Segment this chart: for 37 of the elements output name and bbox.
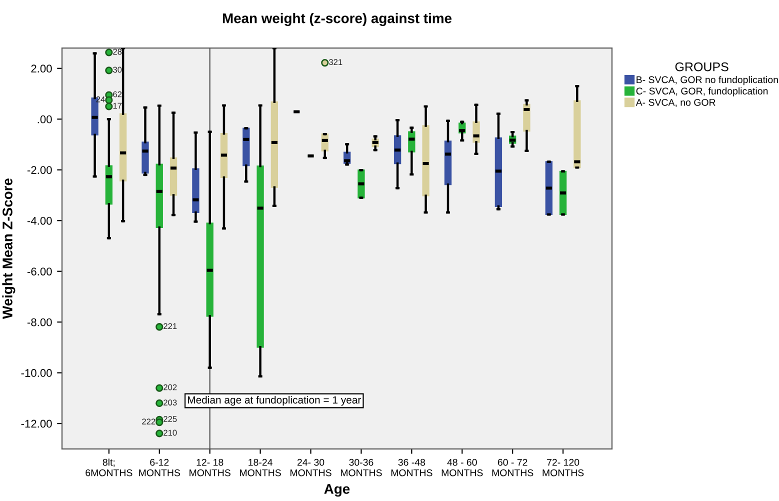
x-tick-label: 8lt; 6MONTHS bbox=[86, 458, 132, 476]
y-tick-label: -8.00 bbox=[27, 318, 52, 326]
annotation: 17 bbox=[113, 102, 122, 109]
x-tick-label: 48 - 60 MONTHS bbox=[442, 458, 483, 476]
legend-label: A- SVCA, no GOR bbox=[636, 98, 716, 107]
annotation: 28 bbox=[113, 48, 122, 55]
annotation: 222 bbox=[142, 418, 156, 424]
annotation: 202 bbox=[164, 384, 177, 390]
y-tick-label: .00 bbox=[38, 115, 52, 124]
x-axis-title: Age bbox=[324, 484, 350, 497]
y-axis-title: Weight Mean Z-Score bbox=[2, 178, 16, 319]
y-tick-label: -4.00 bbox=[27, 216, 52, 225]
x-tick-label: 6-12 MONTHS bbox=[139, 458, 180, 476]
y-tick-label: -12.00 bbox=[21, 420, 52, 428]
x-tick-label: 30-36 MONTHS bbox=[340, 458, 382, 476]
legend-label: B- SVCA, GOR no fundoplication bbox=[636, 76, 778, 86]
x-tick-label: 24- 30 MONTHS bbox=[290, 458, 332, 476]
x-tick-label: 12- 18 MONTHS bbox=[190, 458, 230, 476]
y-tick-label: -6.00 bbox=[27, 268, 52, 276]
y-tick-label: -10.00 bbox=[21, 369, 52, 377]
annotation: 321 bbox=[328, 59, 342, 66]
ref-line-label: Median age at fundoplication = 1 year bbox=[188, 396, 361, 406]
y-tick-label: 2.00 bbox=[31, 64, 52, 73]
annotation: 225 bbox=[164, 416, 177, 422]
legend-title: GROUPS bbox=[675, 62, 728, 72]
x-tick-label: 60 - 72 MONTHS bbox=[492, 458, 534, 476]
annotation: 30 bbox=[113, 66, 122, 73]
x-tick-label: 18-24 MONTHS bbox=[240, 458, 281, 476]
annotation: 210 bbox=[164, 430, 177, 436]
annotation: 62 bbox=[113, 91, 122, 98]
annotation: 221 bbox=[164, 323, 177, 330]
legend-label: C- SVCA, GOR, fundoplication bbox=[636, 87, 768, 96]
annotation: 203 bbox=[164, 400, 177, 406]
x-tick-label: 72- 120 MONTHS bbox=[542, 458, 584, 476]
x-tick-label: 36 -48 MONTHS bbox=[391, 458, 432, 476]
y-tick-label: -2.00 bbox=[27, 166, 52, 174]
chart-title: Mean weight (z-score) against time bbox=[222, 13, 452, 26]
